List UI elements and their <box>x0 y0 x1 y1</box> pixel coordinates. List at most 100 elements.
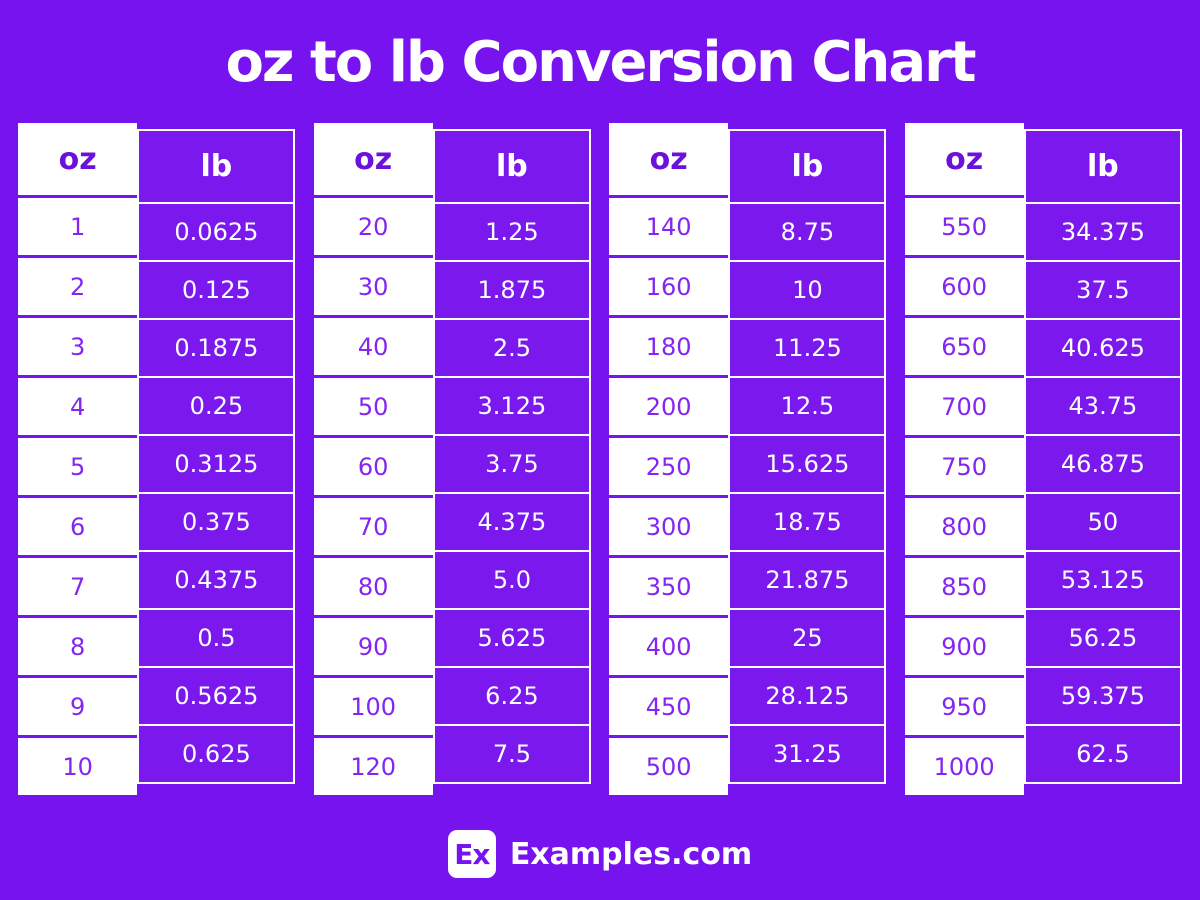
lb-column: lb 0.0625 0.125 0.1875 0.25 0.3125 0.375 0.4375… <box>137 129 296 804</box>
oz-header-cell: oz <box>313 123 433 198</box>
oz-value-cell: 30 <box>313 258 433 318</box>
footer-brand: Ex Examples.com <box>0 830 1200 878</box>
conversion-table-1: oz 1 2 3 4 5 6 7 8 9 10 lb 0.0625 0.125 0.1875 0.25 0.31… <box>18 123 296 798</box>
lb-value-cell: 2.5 <box>432 318 591 378</box>
oz-value-cell: 9 <box>18 678 138 738</box>
lb-value-cell: 46.875 <box>1023 434 1182 494</box>
oz-column: oz 140 160 180 200 250 300 350 400 450 500 <box>609 123 729 798</box>
lb-header-cell: lb <box>432 129 591 204</box>
lb-value-cell: 1.875 <box>432 260 591 320</box>
oz-value-cell: 800 <box>904 498 1024 558</box>
oz-value-cell: 4 <box>18 378 138 438</box>
lb-column: lb 34.375 37.5 40.625 43.75 46.875 50 53.125 56.… <box>1023 129 1182 804</box>
lb-value-cell: 62.5 <box>1023 724 1182 784</box>
oz-value-cell: 5 <box>18 438 138 498</box>
oz-value-cell: 900 <box>904 618 1024 678</box>
lb-value-cell: 0.1875 <box>137 318 296 378</box>
lb-value-cell: 34.375 <box>1023 202 1182 262</box>
conversion-table-2: oz 20 30 40 50 60 70 80 90 100 120 lb 1.25 1.875 2.5 3.… <box>313 123 592 798</box>
lb-value-cell: 28.125 <box>728 666 887 726</box>
oz-column: oz 550 600 650 700 750 800 850 900 950 1000 <box>904 123 1024 798</box>
oz-value-cell: 600 <box>904 258 1024 318</box>
lb-value-cell: 0.4375 <box>137 550 296 610</box>
oz-value-cell: 180 <box>609 318 729 378</box>
lb-value-cell: 6.25 <box>432 666 591 726</box>
lb-value-cell: 5.0 <box>432 550 591 610</box>
lb-header-cell: lb <box>137 129 296 204</box>
lb-value-cell: 3.75 <box>432 434 591 494</box>
lb-value-cell: 5.625 <box>432 608 591 668</box>
lb-value-cell: 56.25 <box>1023 608 1182 668</box>
lb-value-cell: 21.875 <box>728 550 887 610</box>
footer-brand-text: Examples.com <box>509 836 753 872</box>
oz-header-cell: oz <box>18 123 138 198</box>
lb-value-cell: 0.3125 <box>137 434 296 494</box>
oz-value-cell: 60 <box>313 438 433 498</box>
lb-column: lb 1.25 1.875 2.5 3.125 3.75 4.375 5.0 5.625 6.25… <box>432 129 591 804</box>
oz-value-cell: 500 <box>609 738 729 798</box>
examples-logo-icon: Ex <box>447 830 496 878</box>
lb-value-cell: 0.5 <box>137 608 296 668</box>
lb-value-cell: 8.75 <box>728 202 887 262</box>
oz-value-cell: 850 <box>904 558 1024 618</box>
oz-value-cell: 200 <box>609 378 729 438</box>
oz-value-cell: 7 <box>18 558 138 618</box>
conversion-tables: oz 1 2 3 4 5 6 7 8 9 10 lb 0.0625 0.125 0.1875 0.25 0.31… <box>0 123 1200 798</box>
page-title: oz to lb Conversion Chart <box>225 30 976 95</box>
oz-value-cell: 300 <box>609 498 729 558</box>
lb-value-cell: 43.75 <box>1023 376 1182 436</box>
oz-value-cell: 950 <box>904 678 1024 738</box>
oz-value-cell: 450 <box>609 678 729 738</box>
oz-value-cell: 3 <box>18 318 138 378</box>
lb-value-cell: 40.625 <box>1023 318 1182 378</box>
lb-value-cell: 15.625 <box>728 434 887 494</box>
lb-value-cell: 50 <box>1023 492 1182 552</box>
oz-column: oz 20 30 40 50 60 70 80 90 100 120 <box>313 123 433 798</box>
lb-value-cell: 7.5 <box>432 724 591 784</box>
lb-value-cell: 0.625 <box>137 724 296 784</box>
oz-value-cell: 100 <box>313 678 433 738</box>
oz-value-cell: 8 <box>18 618 138 678</box>
oz-value-cell: 750 <box>904 438 1024 498</box>
conversion-table-3: oz 140 160 180 200 250 300 350 400 450 500 lb 8.75 10… <box>609 123 887 798</box>
lb-value-cell: 0.25 <box>137 376 296 436</box>
lb-column: lb 8.75 10 11.25 12.5 15.625 18.75 21.875 25 28.1… <box>728 129 887 804</box>
oz-value-cell: 140 <box>609 198 729 258</box>
lb-value-cell: 1.25 <box>432 202 591 262</box>
oz-value-cell: 40 <box>313 318 433 378</box>
oz-value-cell: 1 <box>18 198 138 258</box>
lb-value-cell: 0.5625 <box>137 666 296 726</box>
lb-value-cell: 0.0625 <box>137 202 296 262</box>
lb-value-cell: 0.375 <box>137 492 296 552</box>
lb-value-cell: 37.5 <box>1023 260 1182 320</box>
lb-header-cell: lb <box>728 129 887 204</box>
oz-value-cell: 70 <box>313 498 433 558</box>
lb-header-cell: lb <box>1023 129 1182 204</box>
oz-value-cell: 650 <box>904 318 1024 378</box>
lb-value-cell: 59.375 <box>1023 666 1182 726</box>
oz-value-cell: 6 <box>18 498 138 558</box>
oz-column: oz 1 2 3 4 5 6 7 8 9 10 <box>18 123 138 798</box>
oz-value-cell: 400 <box>609 618 729 678</box>
oz-value-cell: 550 <box>904 198 1024 258</box>
oz-value-cell: 90 <box>313 618 433 678</box>
lb-value-cell: 12.5 <box>728 376 887 436</box>
lb-value-cell: 11.25 <box>728 318 887 378</box>
oz-value-cell: 20 <box>313 198 433 258</box>
lb-value-cell: 4.375 <box>432 492 591 552</box>
lb-value-cell: 18.75 <box>728 492 887 552</box>
lb-value-cell: 53.125 <box>1023 550 1182 610</box>
oz-value-cell: 10 <box>18 738 138 798</box>
lb-value-cell: 0.125 <box>137 260 296 320</box>
oz-value-cell: 80 <box>313 558 433 618</box>
oz-value-cell: 160 <box>609 258 729 318</box>
lb-value-cell: 25 <box>728 608 887 668</box>
oz-value-cell: 50 <box>313 378 433 438</box>
oz-value-cell: 2 <box>18 258 138 318</box>
oz-value-cell: 350 <box>609 558 729 618</box>
lb-value-cell: 31.25 <box>728 724 887 784</box>
conversion-table-4: oz 550 600 650 700 750 800 850 900 950 1000 lb 34.37… <box>904 123 1183 798</box>
lb-value-cell: 10 <box>728 260 887 320</box>
oz-value-cell: 1000 <box>904 738 1024 798</box>
